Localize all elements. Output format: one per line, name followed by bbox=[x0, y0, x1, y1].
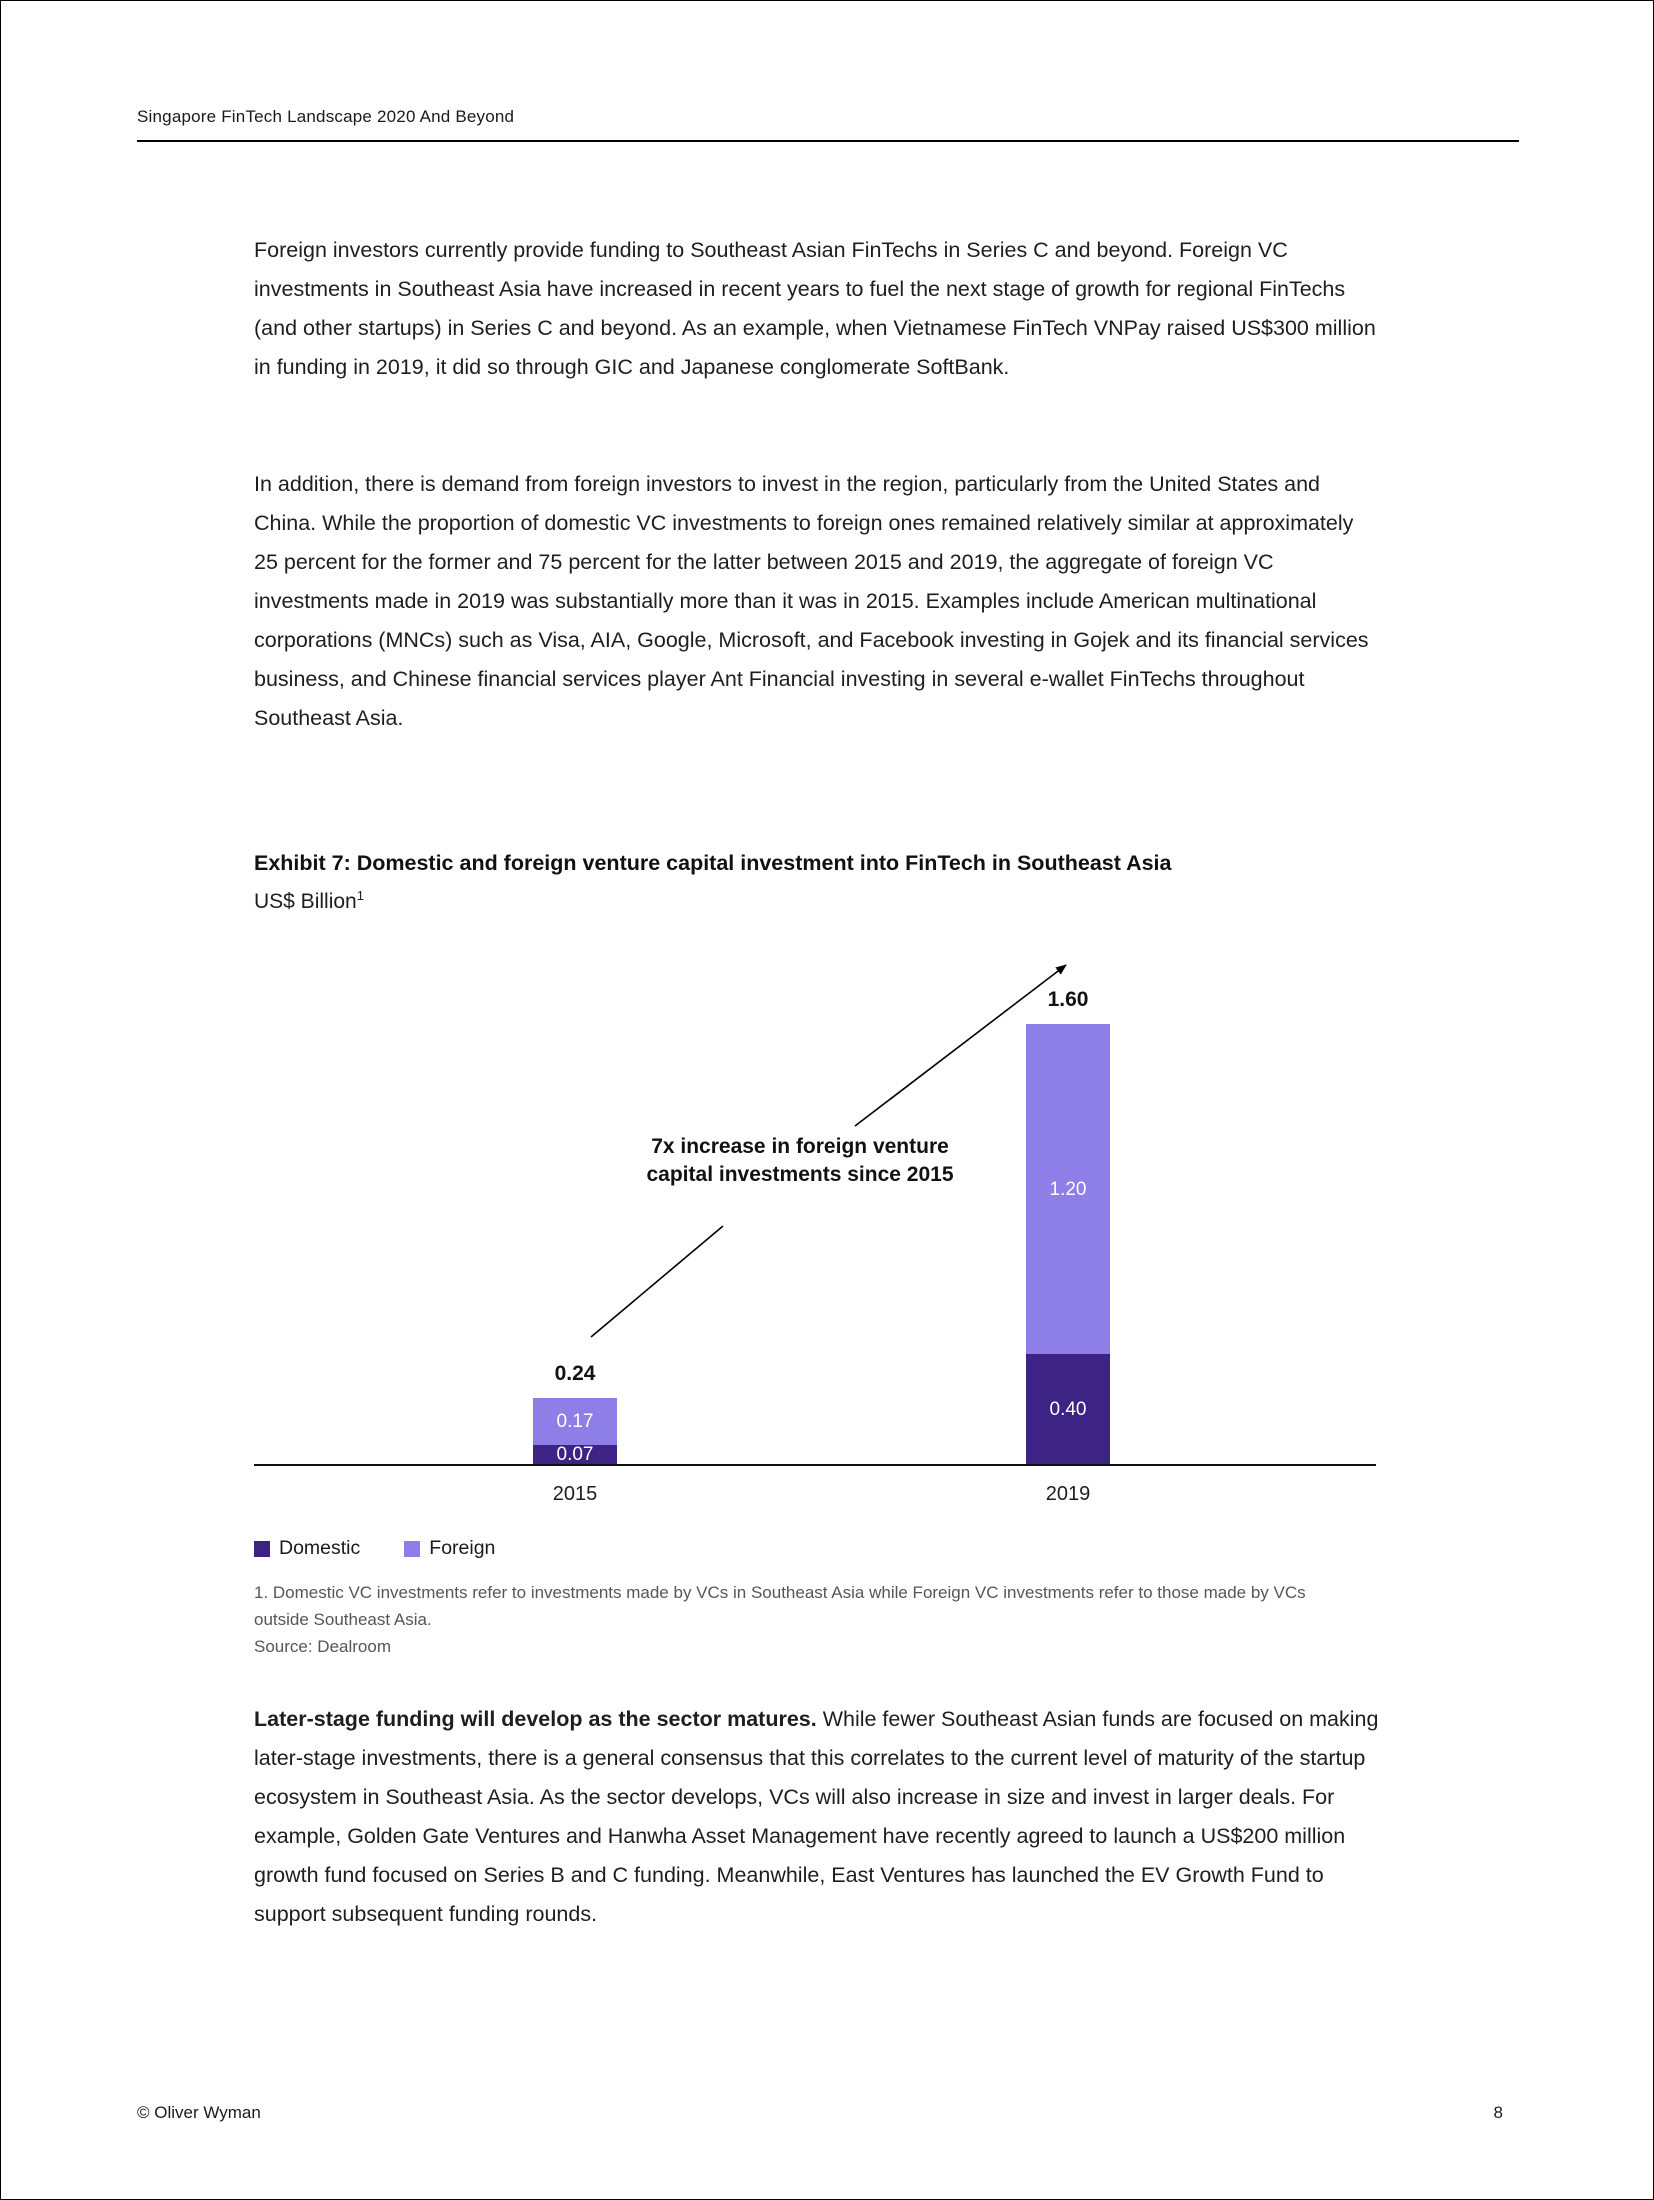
bar-stack-2019: 1.20 0.40 bbox=[1026, 1024, 1110, 1464]
legend-swatch-domestic bbox=[254, 1540, 270, 1557]
legend-label: Foreign bbox=[429, 1537, 496, 1559]
bar-stack-2015: 0.17 0.07 bbox=[533, 1398, 617, 1464]
paragraph-foreign-investors: Foreign investors currently provide fund… bbox=[254, 238, 1376, 379]
bar-segment-domestic-2019: 0.40 bbox=[1026, 1354, 1110, 1464]
chart-legend: Domestic Foreign bbox=[254, 1537, 495, 1560]
vc-investment-chart: 7x increase in foreign venture capital i… bbox=[254, 941, 1384, 1571]
legend-swatch-foreign bbox=[404, 1540, 421, 1557]
copyright: © Oliver Wyman bbox=[137, 2103, 261, 2122]
bar-segment-value: 0.17 bbox=[556, 1411, 594, 1432]
bar-segment-value: 0.40 bbox=[1049, 1398, 1087, 1420]
growth-arrow bbox=[590, 964, 1067, 1338]
exhibit-unit-label: US$ Billion1 bbox=[254, 888, 364, 914]
legend-item-domestic: Domestic bbox=[254, 1537, 360, 1560]
unit-text: US$ Billion bbox=[254, 890, 357, 913]
x-tick-2019: 2019 bbox=[1045, 1483, 1091, 1505]
bar-2019: 1.60 1.20 0.40 bbox=[1026, 988, 1110, 1464]
bar-segment-foreign-2019: 1.20 bbox=[1026, 1024, 1110, 1354]
paragraph-lead-rest: While fewer Southeast Asian funds are fo… bbox=[254, 1707, 1379, 1926]
paragraph-foreign-demand: In addition, there is demand from foreig… bbox=[254, 472, 1369, 730]
header-rule bbox=[137, 140, 1519, 142]
bar-2015: 0.24 0.17 0.07 bbox=[533, 1362, 617, 1464]
exhibit-footnote: 1. Domestic VC investments refer to inve… bbox=[254, 1583, 1306, 1629]
annotation-line-1: 7x increase in foreign venture bbox=[651, 1135, 949, 1158]
bar-segment-value: 1.20 bbox=[1049, 1178, 1087, 1200]
running-header: Singapore FinTech Landscape 2020 And Bey… bbox=[137, 107, 515, 126]
page-number: 8 bbox=[1493, 2103, 1503, 2122]
legend-item-foreign: Foreign bbox=[404, 1537, 495, 1560]
bar-segment-domestic-2015: 0.07 bbox=[533, 1445, 617, 1464]
bar-segment-foreign-2015: 0.17 bbox=[533, 1398, 617, 1445]
annotation-line-2: capital investments since 2015 bbox=[646, 1163, 954, 1186]
bar-segment-value: 0.07 bbox=[556, 1444, 594, 1465]
legend-label: Domestic bbox=[279, 1537, 361, 1559]
chart-annotation: 7x increase in foreign venture capital i… bbox=[630, 1133, 970, 1189]
paragraph-lead-bold: Later-stage funding will develop as the … bbox=[254, 1707, 817, 1731]
footnote-reference: 1 bbox=[356, 888, 364, 903]
bar-total-2015: 0.24 bbox=[554, 1362, 596, 1385]
bar-total-2019: 1.60 bbox=[1047, 988, 1089, 1011]
x-axis-line bbox=[254, 1464, 1376, 1466]
x-tick-2015: 2015 bbox=[552, 1483, 598, 1505]
exhibit-source: Source: Dealroom bbox=[254, 1637, 392, 1656]
paragraph-later-stage: Later-stage funding will develop as the … bbox=[254, 1700, 1379, 1934]
exhibit-title: Exhibit 7: Domestic and foreign venture … bbox=[254, 851, 1172, 875]
